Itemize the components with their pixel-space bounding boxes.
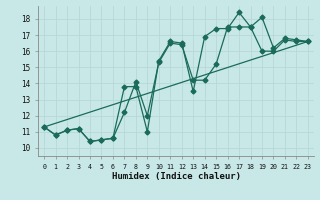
X-axis label: Humidex (Indice chaleur): Humidex (Indice chaleur)	[111, 172, 241, 181]
